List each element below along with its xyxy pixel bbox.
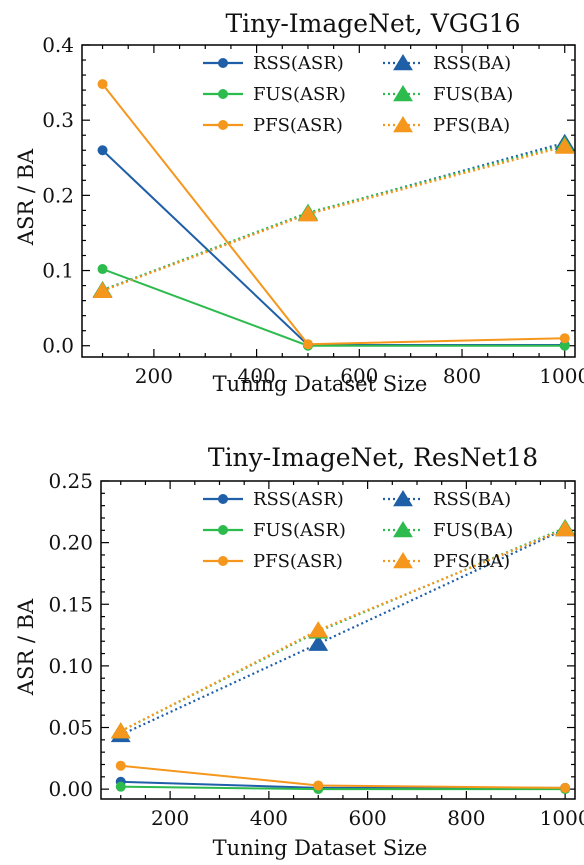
legend-label: PFS(ASR) xyxy=(253,551,343,572)
legend-marker xyxy=(218,58,228,68)
axes-frame xyxy=(81,44,576,358)
legend-item: RSS(BA) xyxy=(383,53,511,74)
y-tick-label: 0.4 xyxy=(42,33,74,57)
legend-marker xyxy=(218,556,228,566)
legend-label: RSS(BA) xyxy=(433,53,511,74)
y-axis-label: ASR / BA xyxy=(14,148,38,246)
y-tick-label: 0.05 xyxy=(48,716,93,740)
x-tick-label: 1000 xyxy=(539,364,584,388)
data-point xyxy=(97,79,108,90)
legend-item: RSS(BA) xyxy=(383,489,511,510)
data-point-triangle xyxy=(110,722,131,739)
legend-item: PFS(BA) xyxy=(383,115,510,136)
data-point xyxy=(97,145,108,156)
data-point xyxy=(559,333,570,344)
y-tick-label: 0.20 xyxy=(48,531,93,555)
plot-area: 200 400 600 800 1000 0.0 0.1 0.2 0.3 0.4 xyxy=(42,33,584,388)
x-axis-label: Tuning Dataset Size xyxy=(213,836,428,860)
legend-item: FUS(BA) xyxy=(383,84,513,105)
series-line xyxy=(102,143,566,292)
legend-marker xyxy=(393,490,413,507)
legend-marker xyxy=(218,120,228,130)
x-axis-label: Tuning Dataset Size xyxy=(213,372,428,396)
legend-item: PFS(ASR) xyxy=(203,115,343,136)
series-line xyxy=(102,145,566,292)
x-tick-label: 600 xyxy=(340,364,378,388)
plot-area: 200 400 600 800 1000 0.00 0.05 0.10 0.15 0.20 0.25 xyxy=(48,469,584,830)
series-line xyxy=(101,149,565,346)
legend-item: RSS(ASR) xyxy=(203,489,344,510)
data-point-triangle xyxy=(298,205,318,222)
legend-label: PFS(BA) xyxy=(433,115,510,136)
chart-title: Tiny-ImageNet, ResNet18 xyxy=(208,443,538,472)
data-point-triangle xyxy=(554,137,575,154)
x-tick-label: 800 xyxy=(447,806,485,830)
legend: RSS(ASR) FUS(ASR) PFS(ASR) RSS(BA) FUS(BA) PF… xyxy=(203,53,513,136)
y-tick-label: 0.10 xyxy=(48,654,93,678)
legend-item: RSS(ASR) xyxy=(203,53,344,74)
legend-label: RSS(BA) xyxy=(433,489,511,510)
y-tick-label: 0.15 xyxy=(48,592,93,616)
y-tick-label: 0.0 xyxy=(42,334,74,358)
legend-marker xyxy=(218,494,228,504)
chart-resnet18: Tiny-ImageNet, ResNet18 Tuning Dataset S… xyxy=(14,443,584,860)
legend-label: FUS(ASR) xyxy=(253,520,346,541)
y-tick-label: 0.25 xyxy=(48,469,93,493)
axes-frame xyxy=(100,480,576,800)
x-tick-label: 200 xyxy=(135,364,173,388)
x-tick-label: 600 xyxy=(349,806,387,830)
data-point-triangle xyxy=(308,634,329,651)
x-tick-label: 400 xyxy=(250,806,288,830)
data-point xyxy=(560,782,571,793)
legend-label: RSS(ASR) xyxy=(253,53,344,74)
legend-item: FUS(BA) xyxy=(383,520,513,541)
y-tick-label: 0.00 xyxy=(48,777,93,801)
legend-label: FUS(BA) xyxy=(433,520,513,541)
data-point-triangle xyxy=(308,621,329,638)
legend-label: PFS(ASR) xyxy=(253,115,343,136)
legend-label: PFS(BA) xyxy=(433,551,510,572)
legend-label: FUS(ASR) xyxy=(253,84,346,105)
data-point-triangle xyxy=(92,281,113,299)
x-tick-label: 200 xyxy=(151,806,189,830)
y-tick-label: 0.3 xyxy=(42,108,74,132)
legend-marker xyxy=(393,552,413,569)
y-tick-label: 0.1 xyxy=(42,259,74,283)
data-point xyxy=(115,781,126,792)
chart-title: Tiny-ImageNet, VGG16 xyxy=(225,9,520,38)
legend-marker xyxy=(393,521,413,538)
x-tick-label: 1000 xyxy=(540,806,584,830)
data-point xyxy=(115,760,126,771)
y-tick-label: 0.2 xyxy=(42,183,74,207)
legend-marker xyxy=(393,116,413,133)
legend-item: PFS(BA) xyxy=(383,551,510,572)
legend-marker xyxy=(393,54,413,71)
legend-label: RSS(ASR) xyxy=(253,489,344,510)
data-point xyxy=(97,264,108,275)
data-point-triangle xyxy=(555,520,576,537)
series-line xyxy=(102,141,566,292)
legend: RSS(ASR) FUS(ASR) PFS(ASR) RSS(BA) FUS(BA) PF… xyxy=(203,489,513,572)
legend-item: PFS(ASR) xyxy=(203,551,343,572)
data-point xyxy=(313,780,324,791)
y-axis-label: ASR / BA xyxy=(14,598,38,696)
data-point xyxy=(302,339,313,350)
legend-item: FUS(ASR) xyxy=(203,520,346,541)
legend-item: FUS(ASR) xyxy=(203,84,346,105)
legend-marker xyxy=(393,85,413,102)
x-tick-label: 800 xyxy=(443,364,481,388)
data-point xyxy=(559,340,570,351)
x-tick-label: 400 xyxy=(238,364,276,388)
legend-marker xyxy=(218,525,228,535)
chart-vgg16: Tiny-ImageNet, VGG16 Tuning Dataset Size… xyxy=(14,9,584,396)
series-line xyxy=(102,268,565,347)
legend-marker xyxy=(218,89,228,99)
legend-label: FUS(BA) xyxy=(433,84,513,105)
